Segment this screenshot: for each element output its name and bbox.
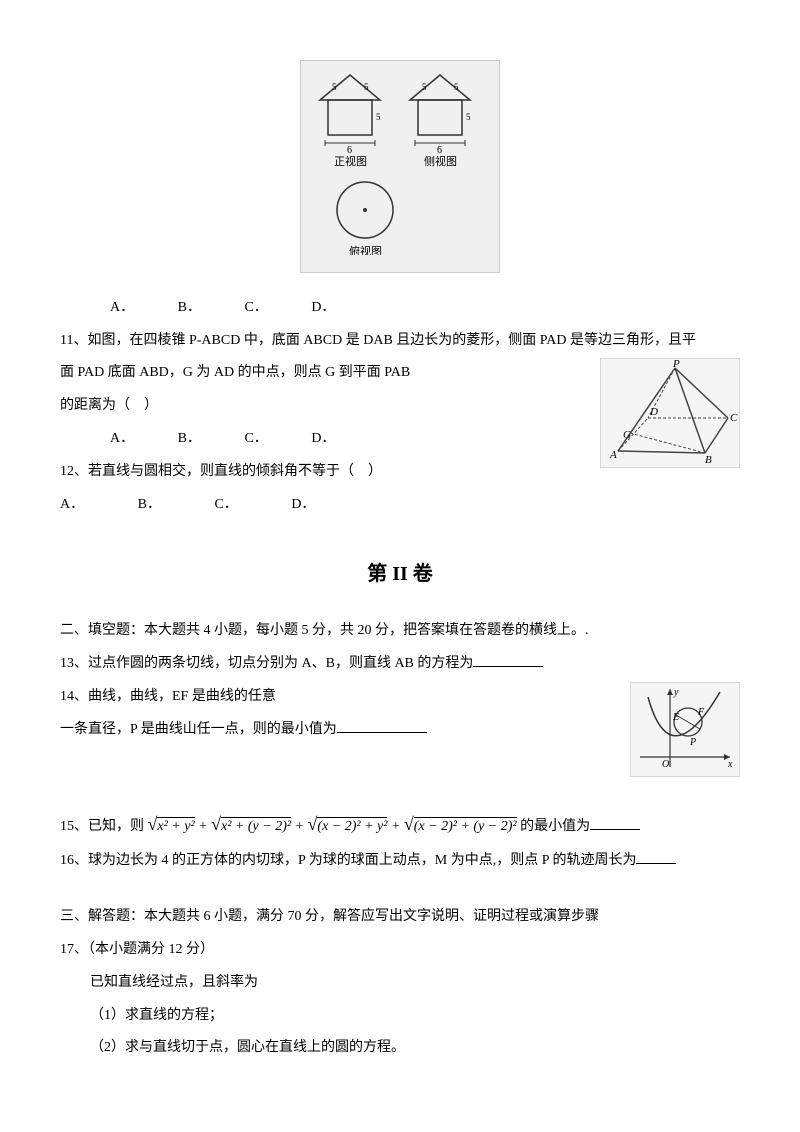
svg-text:A: A [609, 449, 617, 461]
svg-text:G: G [623, 429, 631, 441]
option-b: B． [138, 490, 161, 521]
svg-text:x: x [727, 759, 733, 770]
svg-text:5: 5 [376, 112, 381, 122]
parabola-figure: x y O E F P [630, 682, 740, 790]
q15-formula: √x² + y² + √x² + (y − 2)² + √(x − 2)² + … [148, 819, 521, 834]
section-3-desc: 三、解答题：本大题共 6 小题，满分 70 分，解答应写出文字说明、证明过程或演… [60, 902, 740, 933]
option-b: B． [178, 293, 201, 324]
svg-text:6: 6 [347, 145, 352, 156]
svg-text:C: C [730, 412, 738, 424]
option-c: C． [214, 490, 237, 521]
svg-text:5: 5 [466, 112, 471, 122]
option-c: C． [244, 293, 267, 324]
q17-title: 17、（本小题满分 12 分） [60, 935, 740, 966]
option-a: A． [60, 490, 84, 521]
q17-sub1: （1）求直线的方程； [60, 1001, 740, 1032]
section-2-desc: 二、填空题：本大题共 4 小题，每小题 5 分，共 20 分，把答案填在答题卷的… [60, 616, 740, 647]
q11-line1: 11、如图，在四棱锥 P-ABCD 中，底面 ABCD 是 DAB 且边长为的菱… [60, 326, 740, 357]
svg-text:E: E [672, 712, 679, 723]
svg-text:6: 6 [437, 145, 442, 156]
blank [636, 848, 676, 864]
svg-text:侧视图: 侧视图 [424, 154, 457, 168]
q15: 15、已知，则 √x² + y² + √x² + (y − 2)² + √(x … [60, 805, 740, 845]
svg-text:F: F [697, 707, 705, 718]
q15-suffix: 的最小值为 [520, 819, 590, 834]
q15-prefix: 15、已知，则 [60, 819, 144, 834]
q16-text: 16、球为边长为 4 的正方体的内切球，P 为球的球面上动点，M 为中点,，则点… [60, 853, 636, 868]
svg-text:y: y [673, 687, 679, 698]
q14-text2: 一条直径，P 是曲线山任一点，则的最小值为 [60, 722, 337, 737]
option-a: A． [110, 424, 134, 455]
section-2-title: 第 II 卷 [60, 552, 740, 596]
option-d: D． [311, 293, 335, 324]
three-view-figure: 5 5 5 6 正视图 5 5 5 6 侧视图 [60, 60, 740, 273]
svg-text:5: 5 [454, 82, 459, 92]
q13: 13、过点作圆的两条切线，切点分别为 A、B，则直线 AB 的方程为 [60, 649, 740, 680]
svg-text:O: O [662, 759, 669, 770]
svg-text:5: 5 [332, 82, 337, 92]
q17-body: 已知直线经过点，且斜率为 [60, 968, 740, 999]
blank [337, 717, 427, 733]
q13-text: 13、过点作圆的两条切线，切点分别为 A、B，则直线 AB 的方程为 [60, 656, 473, 671]
three-view-svg: 5 5 5 6 正视图 5 5 5 6 侧视图 [305, 65, 495, 255]
blank [473, 651, 543, 667]
svg-text:5: 5 [422, 82, 427, 92]
svg-text:P: P [672, 358, 680, 370]
q10-options: A． B． C． D． [60, 293, 740, 324]
q12-options: A． B． C． D． [60, 490, 740, 521]
svg-text:D: D [649, 406, 658, 418]
svg-text:P: P [689, 737, 696, 748]
svg-text:正视图: 正视图 [334, 154, 367, 168]
q16: 16、球为边长为 4 的正方体的内切球，P 为球的球面上动点，M 为中点,，则点… [60, 846, 740, 877]
option-c: C． [244, 424, 267, 455]
q17-sub2: （2）求与直线切于点，圆心在直线上的圆的方程。 [60, 1033, 740, 1064]
pyramid-figure: P A B C D G [600, 358, 740, 481]
option-d: D． [291, 490, 315, 521]
option-a: A． [110, 293, 134, 324]
blank [590, 814, 640, 830]
svg-text:5: 5 [364, 82, 369, 92]
option-b: B． [178, 424, 201, 455]
svg-text:B: B [705, 454, 712, 466]
option-d: D． [311, 424, 335, 455]
svg-text:俯视图: 俯视图 [349, 244, 382, 255]
